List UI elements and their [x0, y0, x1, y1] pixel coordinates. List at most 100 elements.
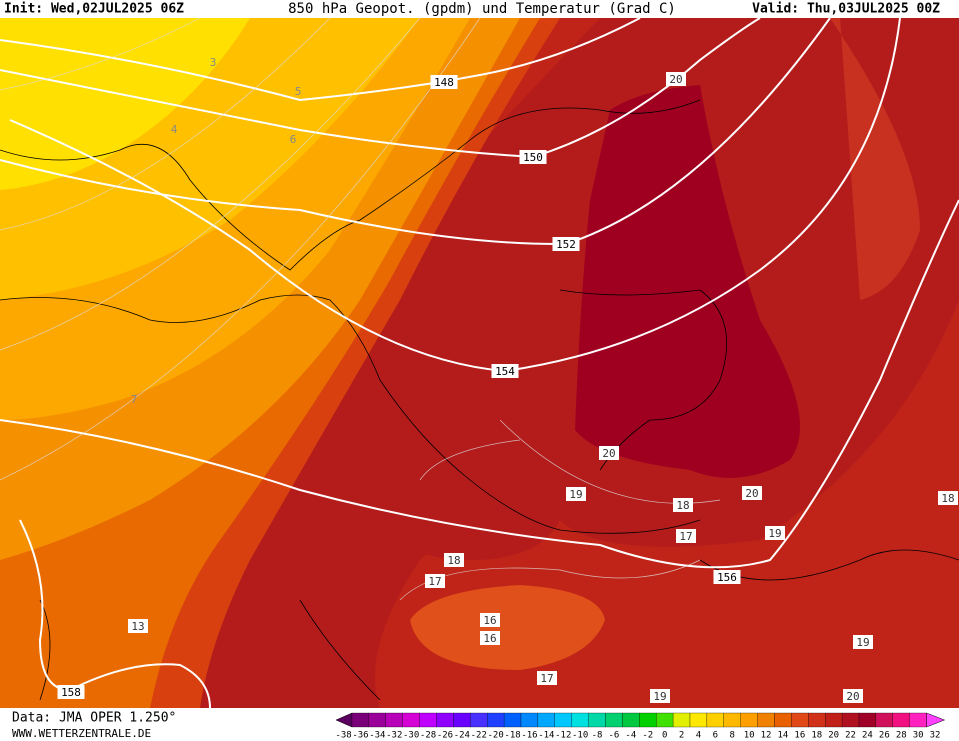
label-box: [666, 72, 686, 86]
label-box: [444, 553, 464, 567]
contour-label: 20: [669, 73, 682, 86]
label-box: [853, 635, 873, 649]
colorbar-swatch: [537, 712, 555, 728]
contour-label: 16: [483, 614, 496, 627]
label-box: [676, 529, 696, 543]
colorbar: -38 -36 -34 -32 -30 -28 -26 -24 -22 -20 -18 -16 -14-…: [335, 712, 946, 741]
colorbar-swatch: [368, 712, 386, 728]
colorbar-swatch: [605, 712, 623, 728]
border: [559, 289, 728, 471]
colorbar-swatch: [875, 712, 893, 728]
isohypse: [0, 18, 761, 159]
label-box: [566, 487, 586, 501]
label-box: [430, 75, 458, 89]
contour-label: 19: [856, 636, 869, 649]
colorbar-label: 22: [845, 731, 856, 741]
colorbar-swatch: [385, 712, 403, 728]
label-box: [491, 364, 519, 378]
colorbar-label: -8: [592, 731, 603, 741]
colorbar-label: 28: [896, 731, 907, 741]
contour-label: 19: [653, 690, 666, 703]
colorbar-swatch: [554, 712, 572, 728]
label-box: [128, 619, 148, 633]
colorbar-label: 10: [744, 731, 755, 741]
label-box: [480, 631, 500, 645]
website: WWW.WETTERZENTRALE.DE: [12, 727, 151, 740]
colorbar-swatch: [723, 712, 741, 728]
colorbar-swatch: [672, 712, 691, 728]
contour-label: 17: [540, 672, 553, 685]
coast: [0, 99, 701, 271]
shade-warm-blob: [410, 585, 605, 670]
colorbar-swatch: [825, 712, 843, 728]
contour-label: 4: [171, 123, 178, 136]
colorbar-swatch: [571, 712, 589, 728]
shade-yellow: [0, 18, 250, 190]
colorbar-swatch: [757, 712, 775, 728]
data-source: Data: JMA OPER 1.250°: [12, 711, 176, 726]
border: [0, 294, 701, 534]
colorbar-label: 14: [778, 731, 789, 741]
colorbar-swatch: [706, 712, 724, 728]
contour-label: 20: [846, 690, 859, 703]
colorbar-label: -14: [538, 731, 554, 741]
contour-label: 18: [941, 492, 954, 505]
header-bar: [0, 0, 959, 18]
colorbar-label: -38: [335, 731, 351, 741]
colorbar-label: -16: [521, 731, 537, 741]
contour-label: 17: [428, 575, 441, 588]
colorbar-swatch: [791, 712, 809, 728]
colorbar-label: 0: [662, 731, 667, 741]
colorbar-swatch: [436, 712, 454, 728]
label-box: [480, 613, 500, 627]
label-box: [650, 689, 670, 703]
colorbar-swatch: [487, 712, 505, 728]
colorbar-arrow: [926, 712, 946, 728]
colorbar-label: -24: [454, 731, 470, 741]
init-time: Init: Wed,02JUL2025 06Z: [4, 2, 184, 17]
colorbar-label: -10: [572, 731, 588, 741]
contour-label: 6: [290, 133, 297, 146]
colorbar-label: 12: [761, 731, 772, 741]
colorbar-label: -18: [504, 731, 520, 741]
colorbar-label: 18: [811, 731, 822, 741]
map-title: 850 hPa Geopot. (gpdm) und Temperatur (G…: [288, 1, 676, 17]
colorbar-label: 8: [730, 731, 735, 741]
label-box: [519, 150, 547, 164]
colorbar-swatch: [402, 712, 420, 728]
colorbar-swatch: [740, 712, 758, 728]
colorbar-label: 4: [696, 731, 701, 741]
valid-time: Valid: Thu,03JUL2025 00Z: [752, 2, 940, 17]
colorbar-label: -36: [352, 731, 368, 741]
colorbar-label: -26: [437, 731, 453, 741]
colorbar-swatch: [774, 712, 792, 728]
colorbar-label: 30: [913, 731, 924, 741]
contour-label: 5: [295, 85, 302, 98]
colorbar-label: 16: [794, 731, 805, 741]
colorbar-swatch: [689, 712, 708, 728]
contour-label: 3: [210, 56, 217, 69]
contour-label: 148: [434, 76, 454, 89]
colorbar-label: -32: [386, 731, 402, 741]
colorbar-label: -6: [609, 731, 620, 741]
isohypse: [0, 199, 959, 569]
contour-label: 18: [447, 554, 460, 567]
label-box: [843, 689, 863, 703]
colorbar-arrow: [335, 712, 353, 728]
contour-label: 16: [483, 632, 496, 645]
label-box: [713, 570, 741, 584]
shade-east: [830, 18, 920, 300]
contour-label: 19: [569, 488, 582, 501]
colorbar-label: -22: [471, 731, 487, 741]
contour-label: 13: [131, 620, 144, 633]
contour-label: 20: [745, 487, 758, 500]
label-box: [765, 526, 785, 540]
contour-label: 18: [676, 499, 689, 512]
shade-core: [575, 85, 800, 478]
colorbar-label: 2: [679, 731, 684, 741]
label-box: [938, 491, 958, 505]
label-box: [57, 685, 85, 699]
colorbar-label: 6: [713, 731, 718, 741]
label-box: [742, 486, 762, 500]
